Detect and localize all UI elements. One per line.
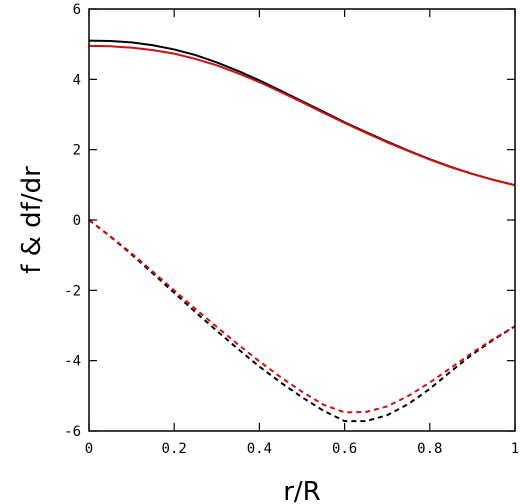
series-line-2-solid: [88, 44, 516, 187]
y-tick-label: 0: [73, 213, 81, 229]
y-tick-label: -6: [64, 424, 81, 440]
y-tick-label: -2: [64, 283, 81, 299]
x-axis-label: r/R: [283, 477, 321, 504]
y-tick-label: 6: [73, 2, 81, 18]
series-line-1-solid: [88, 39, 516, 187]
x-tick-label: 0.2: [162, 441, 187, 457]
plot-frame: [88, 8, 516, 432]
series-line-4-dashed: [88, 219, 516, 414]
y-tick-label: 4: [73, 72, 81, 88]
series-line-3-dashed: [88, 219, 516, 423]
y-axis-label: f & df/dr: [17, 166, 47, 274]
x-tick-label: 1: [511, 441, 519, 457]
x-tick-label: 0: [85, 441, 93, 457]
y-tick-label: -4: [64, 354, 81, 370]
plot-area: [88, 39, 516, 423]
x-tick-label: 0.6: [332, 441, 357, 457]
axes: 0 0.2 0.4 0.6 0.8 1 -6 -4 -2 0 2 4 6: [64, 2, 519, 457]
x-tick-label: 0.4: [247, 441, 272, 457]
x-tick-label: 0.8: [417, 441, 442, 457]
y-tick-label: 2: [73, 143, 81, 159]
